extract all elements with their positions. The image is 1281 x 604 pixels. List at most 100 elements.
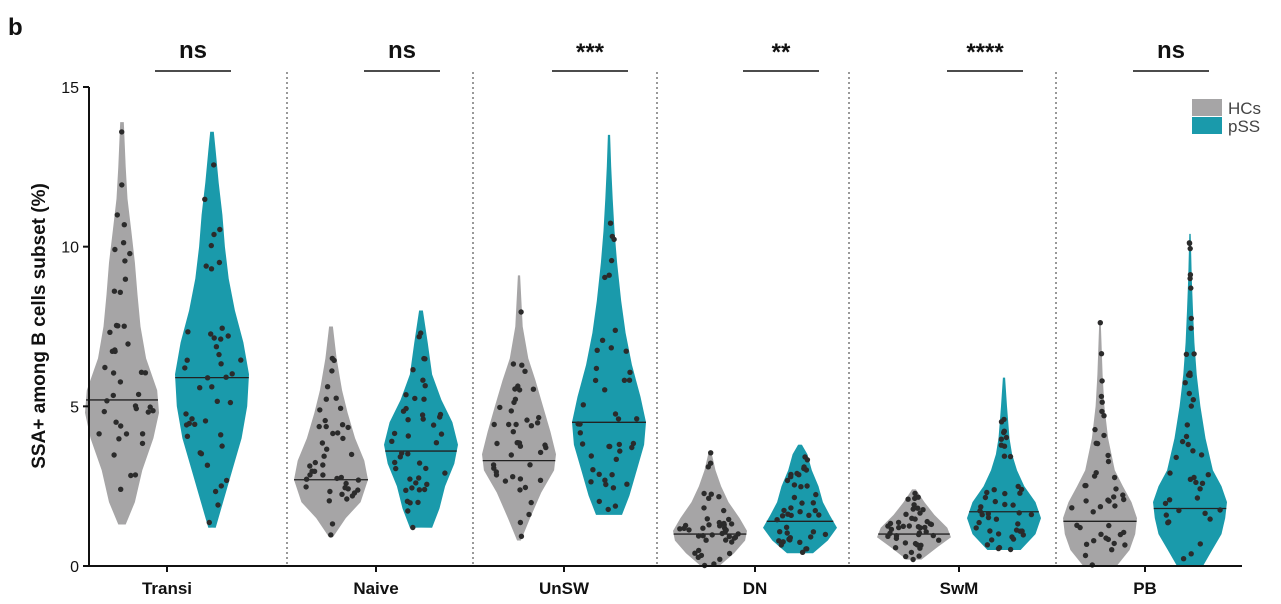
violin-naive-hcs-point [307, 472, 313, 478]
violin-naive-hcs-point [307, 463, 313, 469]
violin-pb-pss-point [1187, 275, 1193, 282]
violin-transi-pss-point [211, 335, 217, 341]
violin-unsw-pss-point [623, 348, 629, 354]
violin-unsw-pss-point [607, 220, 614, 226]
violin-unsw-hcs-point [510, 474, 516, 480]
violin-unsw-hcs-point [511, 399, 517, 406]
violin-transi-hcs-point [123, 431, 130, 437]
violin-unsw-pss-point [606, 272, 612, 278]
violin-pb-pss-point [1198, 452, 1205, 458]
violin-swm-pss-point [978, 504, 984, 510]
axes-layer: 0 5 10 15 Transi Naive UnSW DN SwM PB [61, 80, 1242, 598]
violin-transi-hcs-point [111, 288, 118, 294]
violin-transi-hcs-point [120, 240, 127, 246]
violin-swm-hcs-point [902, 540, 909, 546]
violin-swm-pss-point [993, 516, 1000, 522]
violin-pb-hcs-point [1097, 320, 1104, 326]
violin-pb-pss-point [1182, 380, 1188, 386]
violin-naive-hcs-point [339, 422, 346, 428]
violin-dn-pss-point [797, 509, 803, 515]
violin-transi-pss-point [227, 399, 234, 406]
violin-unsw-pss-point [624, 481, 630, 487]
violin-swm-hcs-point [928, 521, 935, 528]
violin-dn-hcs-point [719, 530, 725, 537]
violin-pb-hcs-point [1083, 541, 1090, 547]
violin-swm-hcs-point [896, 524, 902, 531]
violin-naive-pss-point [424, 481, 430, 487]
violin-dn-pss-point [791, 494, 798, 501]
violin-pb-pss-point [1166, 497, 1173, 503]
violin-swm-pss-point [1007, 453, 1014, 460]
violin-pb-pss-point [1205, 472, 1212, 478]
violin-naive-hcs-point [334, 475, 340, 482]
violin-swm-hcs-point [909, 515, 915, 521]
violin-unsw-pss-point [615, 416, 622, 422]
violin-pb-pss-point [1197, 541, 1204, 547]
violin-naive-hcs-point [340, 435, 346, 442]
violin-naive-hcs-point [321, 453, 327, 459]
violin-unsw-hcs-point [528, 423, 535, 429]
violin-naive-hcs-point [345, 424, 351, 431]
violin-unsw-hcs-point [494, 440, 500, 447]
violin-transi-pss-point [218, 336, 224, 342]
violin-dn-pss-point [776, 538, 782, 544]
violin-transi-pss-point [218, 432, 224, 438]
violin-transi-pss-point [219, 325, 225, 331]
violin-unsw-pss-point [617, 448, 623, 454]
y-tick-label: 0 [70, 559, 79, 576]
violin-pb-hcs-point [1090, 509, 1096, 515]
violin-dn-hcs-point [735, 531, 741, 537]
violin-dn-hcs-point [728, 521, 735, 527]
violin-dn-pss-point [791, 482, 798, 488]
violin-unsw-pss-point [609, 472, 615, 478]
violin-transi-pss-point [202, 418, 209, 424]
violin-pb-pss-point [1179, 438, 1186, 445]
violin-unsw-hcs-point [502, 478, 509, 484]
violin-dn-pss-point [812, 507, 818, 514]
violin-dn-hcs-point [682, 522, 689, 529]
violin-naive-hcs-point [324, 446, 330, 452]
x-tick-label: SwM [940, 579, 979, 598]
violin-dn-pss-point [781, 507, 787, 514]
violin-pb-pss-point [1183, 351, 1190, 357]
violin-swm-hcs-point [903, 511, 909, 517]
violin-transi-pss-point [209, 384, 215, 390]
violin-pb-pss [1153, 233, 1227, 567]
violin-pb-pss-point [1191, 351, 1197, 357]
violin-swm-pss-point [991, 487, 997, 493]
violin-unsw-hcs-point [517, 487, 523, 493]
y-tick-label: 15 [61, 80, 79, 97]
violin-transi-hcs-point [112, 347, 118, 353]
violin-pb-pss-point [1183, 433, 1190, 440]
violin-unsw-pss-point [626, 377, 633, 383]
violin-swm-pss [967, 377, 1041, 551]
violin-dn-hcs-point [717, 556, 723, 562]
violin-pb-hcs-point [1120, 492, 1126, 498]
violin-naive-hcs-point [328, 532, 334, 538]
violin-naive-hcs-point [312, 459, 318, 466]
violin-swm-pss-point [1007, 546, 1014, 553]
group-separators [286, 72, 1057, 566]
violin-swm-pss-point [979, 512, 985, 518]
violin-pb-hcs-point [1082, 552, 1089, 559]
violin-transi-hcs-point [112, 246, 118, 253]
violin-transi-pss-point [211, 231, 217, 238]
violin-transi-pss-point [184, 433, 191, 439]
violin-dn-hcs-point [677, 526, 683, 532]
violin-naive-hcs-point [320, 472, 326, 478]
violin-pb-pss-point [1188, 403, 1195, 409]
violin-dn-pss-point [799, 549, 806, 555]
violin-swm-pss-point [984, 542, 991, 548]
violin-swm-pss-point [984, 489, 990, 496]
violin-dn-hcs-point [726, 550, 733, 557]
violin-swm-hcs-point [917, 525, 923, 531]
violin-pb-pss-point [1176, 507, 1182, 514]
violin-unsw-pss-point [592, 377, 599, 384]
violin-unsw-hcs-point [491, 421, 497, 428]
violin-dn-pss-point [787, 535, 793, 541]
violin-pb-hcs-point [1111, 540, 1117, 547]
violin-dn-hcs-point [709, 532, 715, 538]
violin-dn-pss-point [810, 500, 816, 506]
violin-transi-hcs [85, 122, 159, 525]
violin-dn-hcs-point [726, 516, 732, 523]
